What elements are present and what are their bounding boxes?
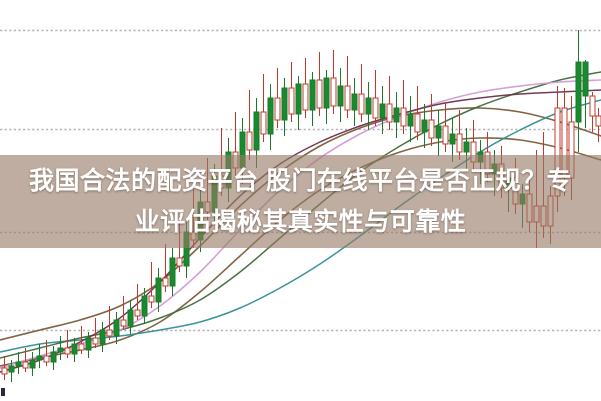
candle-61 [428, 94, 435, 146]
candle-7 [50, 346, 57, 370]
candle-16 [113, 312, 120, 344]
candle-37 [260, 74, 267, 142]
candle-64 [449, 118, 456, 162]
candle-19 [134, 284, 141, 320]
candle-48 [337, 68, 344, 122]
candle-56 [393, 92, 400, 138]
candle-60 [421, 104, 428, 148]
title-line-1: 我国合法的配资平台 股门在线平台是否正规？专 [29, 166, 572, 195]
candle-10 [71, 338, 78, 362]
candle-82 [575, 30, 582, 152]
candle-49 [344, 56, 351, 118]
candle-24 [169, 248, 176, 296]
title-line-2: 业评估揭秘其真实性与可靠性 [134, 207, 467, 236]
candle-50 [351, 78, 358, 126]
candle-2 [15, 352, 22, 374]
candle-55 [386, 76, 393, 130]
candle-65 [456, 110, 463, 160]
candle-39 [274, 68, 281, 128]
candle-47 [330, 50, 337, 114]
candle-35 [246, 90, 253, 160]
candle-43 [302, 58, 309, 118]
candle-85 [595, 108, 601, 142]
article-title-overlay: 我国合法的配资平台 股门在线平台是否正规？专 业评估揭秘其真实性与可靠性 [0, 155, 601, 248]
candle-53 [372, 70, 379, 126]
candle-1 [8, 360, 15, 382]
candle-14 [99, 322, 106, 352]
candle-44 [309, 72, 316, 126]
candle-3 [22, 348, 29, 372]
corner-watermark-mark [1, 388, 5, 396]
candle-21 [148, 262, 155, 308]
candle-13 [92, 318, 99, 348]
candle-12 [85, 332, 92, 358]
candle-4 [29, 352, 36, 376]
candle-63 [442, 102, 449, 152]
candle-52 [365, 82, 372, 130]
candle-54 [379, 86, 386, 134]
candle-40 [281, 78, 288, 136]
candle-41 [288, 62, 295, 122]
candle-83 [582, 60, 589, 128]
candle-57 [400, 80, 407, 134]
candle-0 [1, 356, 8, 380]
candle-62 [435, 110, 442, 156]
candle-22 [155, 268, 162, 312]
candle-38 [267, 84, 274, 150]
candle-84 [589, 92, 596, 132]
candle-58 [407, 96, 414, 142]
candle-59 [414, 86, 421, 140]
candle-6 [43, 340, 50, 366]
candle-42 [295, 76, 302, 130]
candle-8 [57, 336, 64, 360]
candle-51 [358, 64, 365, 122]
candle-5 [36, 344, 43, 368]
candle-18 [127, 300, 134, 334]
candle-15 [106, 306, 113, 340]
candle-20 [141, 288, 148, 324]
candle-9 [64, 330, 71, 358]
candle-23 [162, 244, 169, 292]
candle-45 [316, 52, 323, 116]
candle-46 [323, 70, 330, 124]
candle-11 [78, 326, 85, 354]
candle-17 [120, 296, 127, 330]
